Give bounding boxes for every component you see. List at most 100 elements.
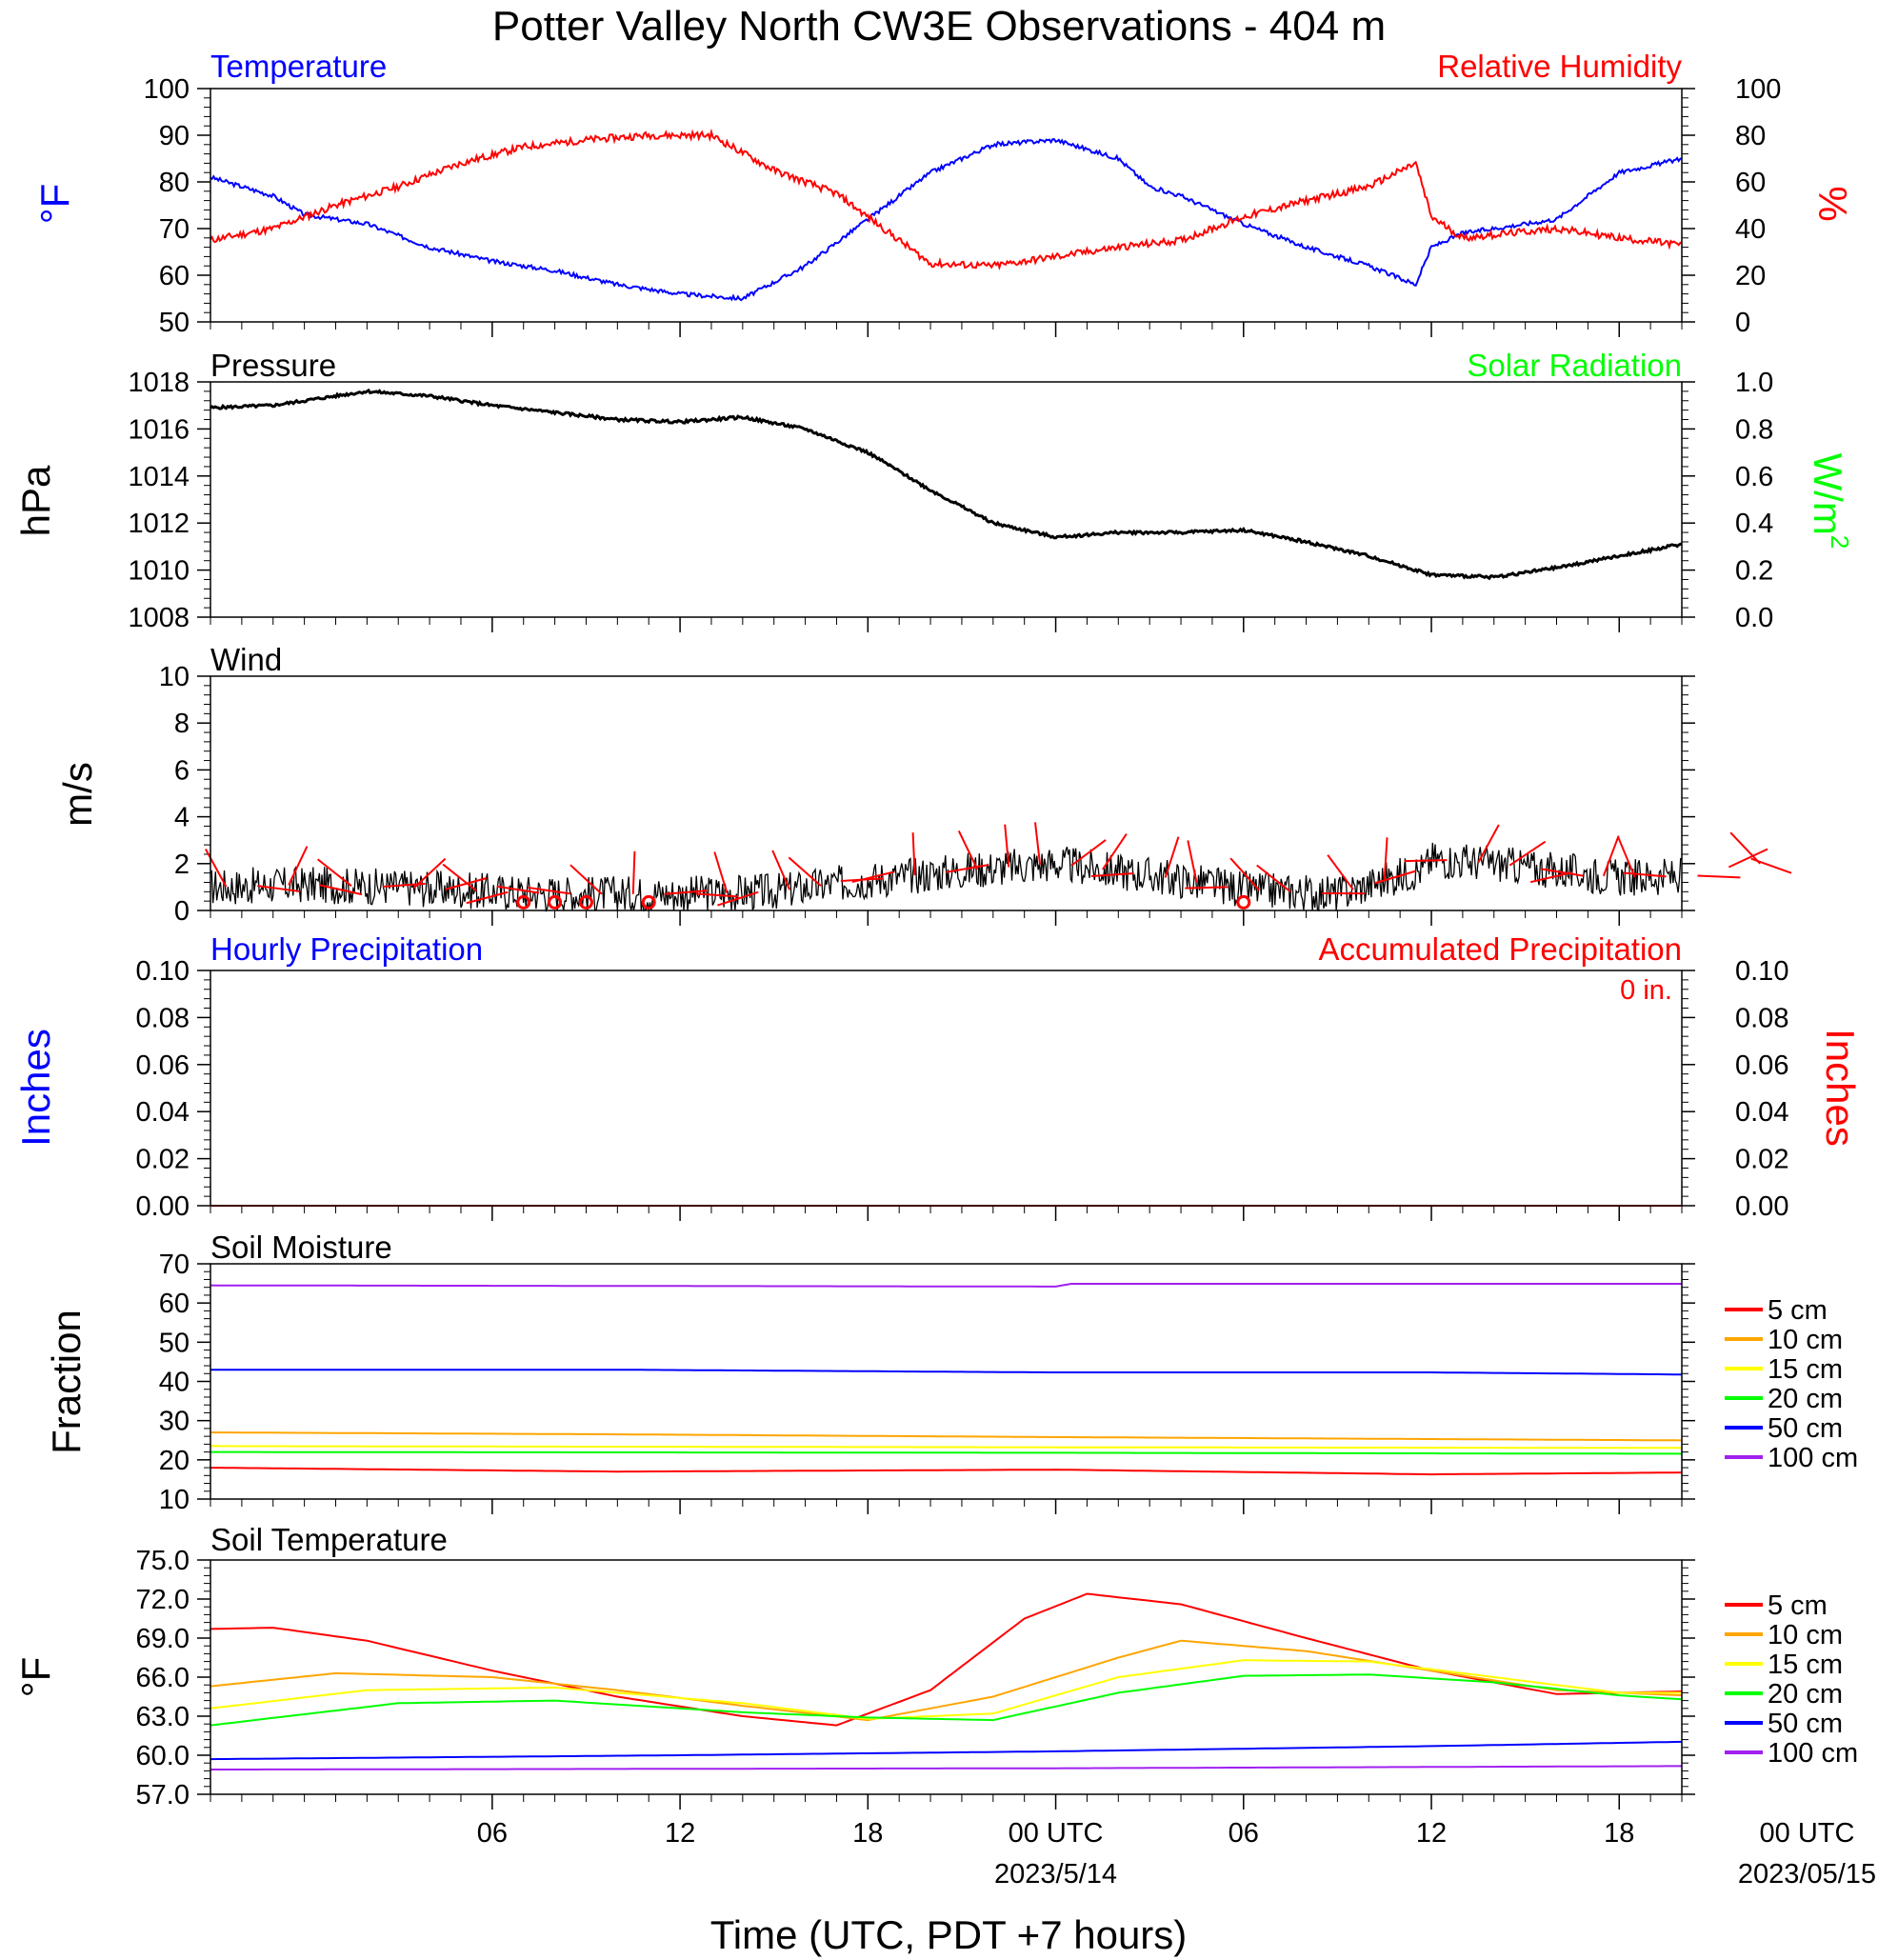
right-tick-label: 0.8 bbox=[1735, 414, 1773, 445]
solar-unit-exponent: 2 bbox=[1826, 535, 1854, 549]
soil-moisture-line bbox=[210, 1445, 1682, 1450]
y-tick-label: 69.0 bbox=[136, 1624, 190, 1654]
wind-barb bbox=[1508, 840, 1547, 867]
wind-unit: m/s bbox=[55, 762, 100, 827]
y-tick-label: 70 bbox=[159, 214, 190, 245]
soil-moisture-panel: Soil Moisture Fraction 70 60 50 40 30 20 10 5 … bbox=[44, 1230, 1858, 1515]
pressure-panel: Pressure Solar Radiation hPa W/m2 1018 1.… bbox=[13, 348, 1854, 633]
y-tick-label: 1010 bbox=[128, 556, 190, 587]
x-tick-label: 06 bbox=[1229, 1818, 1259, 1849]
wind-barb bbox=[1540, 868, 1584, 877]
legend-label: 100 cm bbox=[1768, 1443, 1858, 1473]
right-tick-label: 60 bbox=[1735, 168, 1766, 198]
calm-wind-marker bbox=[578, 894, 593, 910]
right-tick-label: 0.08 bbox=[1735, 1003, 1788, 1033]
wind-barb bbox=[911, 832, 916, 876]
accum-precip-title: Accumulated Precipitation bbox=[1318, 931, 1682, 967]
right-tick-label: 0.04 bbox=[1735, 1097, 1788, 1128]
humidity-unit: % bbox=[1810, 186, 1855, 221]
x-date-label: 2023/5/14 bbox=[994, 1859, 1117, 1890]
legend-label: 50 cm bbox=[1768, 1709, 1843, 1739]
soil-moisture-line bbox=[210, 1283, 1682, 1288]
y-tick-label: 4 bbox=[174, 803, 190, 833]
wind-title: Wind bbox=[210, 642, 282, 677]
wind-barb bbox=[840, 877, 884, 883]
wind-barb bbox=[466, 890, 509, 905]
wind-barb bbox=[695, 892, 739, 898]
humidity-line bbox=[210, 128, 1683, 271]
wind-barb bbox=[788, 856, 822, 887]
wind-barb bbox=[1256, 864, 1291, 893]
temperature-unit: °F bbox=[32, 184, 77, 224]
calm-wind-marker bbox=[641, 894, 656, 910]
wind-frame bbox=[210, 675, 1683, 911]
right-tick-label: 0.00 bbox=[1735, 1191, 1788, 1222]
y-tick-label: 75.0 bbox=[136, 1546, 190, 1576]
wind-barb bbox=[957, 830, 979, 870]
chart-title: Potter Valley North CW3E Observations - … bbox=[492, 3, 1386, 50]
y-tick-label: 60 bbox=[159, 1289, 190, 1319]
wind-barb bbox=[664, 890, 708, 895]
wind-barb bbox=[1187, 840, 1198, 883]
wind-barb bbox=[1102, 832, 1128, 870]
right-tick-label: 0.4 bbox=[1735, 509, 1773, 539]
wind-barb bbox=[1728, 848, 1768, 869]
y-tick-label: 66.0 bbox=[136, 1663, 190, 1693]
y-tick-label: 1012 bbox=[128, 509, 190, 539]
legend-label: 20 cm bbox=[1768, 1384, 1843, 1414]
wind-barb bbox=[442, 863, 478, 892]
right-tick-label: 0.0 bbox=[1735, 603, 1773, 633]
right-tick-label: 0.02 bbox=[1735, 1145, 1788, 1175]
wind-barb bbox=[1229, 857, 1260, 891]
pressure-unit: hPa bbox=[13, 465, 58, 536]
y-tick-label: 1016 bbox=[128, 414, 190, 445]
wind-barb bbox=[717, 890, 759, 907]
temperature-line bbox=[210, 138, 1683, 302]
wind-barb bbox=[1750, 857, 1792, 874]
soil-temp-line bbox=[210, 1639, 1683, 1722]
soil-temp-unit: °F bbox=[13, 1657, 58, 1697]
y-tick-label: 0 bbox=[174, 896, 190, 927]
wind-speed-line bbox=[210, 842, 1683, 913]
y-tick-label: 40 bbox=[159, 1368, 190, 1398]
legend-label: 15 cm bbox=[1768, 1354, 1843, 1385]
legend-label: 5 cm bbox=[1768, 1295, 1828, 1326]
temp-rh-panel: Temperature Relative Humidity °F % 100 10… bbox=[32, 49, 1855, 338]
wind-barb bbox=[319, 884, 363, 896]
soil-temp-line bbox=[210, 1765, 1682, 1770]
right-tick-label: 0 bbox=[1735, 308, 1750, 338]
wind-barb bbox=[631, 850, 636, 894]
wind-barb bbox=[1477, 824, 1500, 864]
soil-moisture-line bbox=[210, 1369, 1682, 1376]
calm-wind-marker bbox=[1236, 894, 1251, 910]
x-tick-label: 00 UTC bbox=[1009, 1818, 1104, 1849]
y-tick-label: 63.0 bbox=[136, 1702, 190, 1732]
y-tick-label: 60.0 bbox=[136, 1741, 190, 1771]
wind-barb bbox=[713, 851, 729, 893]
soil-temp-line bbox=[210, 1740, 1683, 1761]
soil-moisture-unit: Fraction bbox=[44, 1310, 89, 1454]
soil-temp-title: Soil Temperature bbox=[210, 1522, 448, 1557]
wind-barb bbox=[771, 850, 791, 890]
soil-temp-line bbox=[210, 1659, 1682, 1720]
wind-barb bbox=[528, 887, 571, 895]
wind-barb bbox=[569, 864, 603, 895]
y-tick-label: 20 bbox=[159, 1446, 190, 1476]
y-tick-label: 1008 bbox=[128, 603, 190, 633]
y-tick-label: 90 bbox=[159, 121, 190, 151]
legend-label: 15 cm bbox=[1768, 1650, 1843, 1680]
wind-barb bbox=[1327, 854, 1354, 890]
y-tick-label: 80 bbox=[159, 168, 190, 198]
y-tick-label: 1018 bbox=[128, 368, 190, 398]
precip-panel: Hourly Precipitation Accumulated Precipi… bbox=[13, 931, 1863, 1222]
wind-barb bbox=[1070, 839, 1107, 867]
y-tick-label: 50 bbox=[159, 1328, 190, 1358]
right-tick-label: 1.0 bbox=[1735, 368, 1773, 398]
wind-barb bbox=[1617, 837, 1636, 878]
right-tick-label: 80 bbox=[1735, 121, 1766, 151]
y-tick-label: 10 bbox=[159, 662, 190, 692]
wind-barb bbox=[1374, 870, 1416, 885]
x-tick-label: 06 bbox=[477, 1818, 508, 1849]
calm-wind-marker bbox=[548, 894, 563, 910]
